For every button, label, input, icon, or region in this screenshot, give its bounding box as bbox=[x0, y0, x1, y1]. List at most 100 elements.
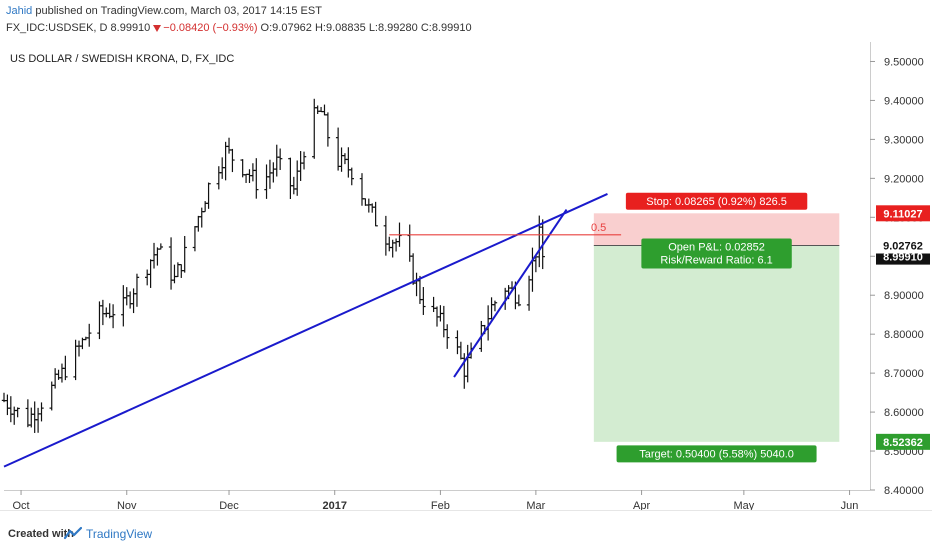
ohlc-bar bbox=[134, 273, 140, 307]
ohlc-bar bbox=[39, 402, 44, 422]
ohlc-bar bbox=[100, 299, 106, 326]
ohlc-bar bbox=[12, 406, 17, 425]
symbol-label: FX_IDC:USDSEK, D bbox=[6, 22, 108, 34]
ohlc-bar bbox=[151, 242, 157, 269]
entry-price-tag-text: 9.02762 bbox=[883, 241, 923, 253]
ohlc-bar bbox=[465, 344, 470, 383]
ohlc-bar bbox=[264, 164, 269, 199]
y-tick-label: 9.30000 bbox=[884, 134, 924, 146]
ohlc-bar bbox=[216, 166, 221, 190]
pnl-label-text: Risk/Reward Ratio: 6.1 bbox=[660, 255, 773, 267]
ohlc-bar bbox=[243, 173, 249, 183]
y-tick-label: 8.70000 bbox=[884, 368, 924, 380]
publish-info: Jahid published on TradingView.com, Marc… bbox=[6, 5, 322, 17]
ohlc-bar bbox=[206, 182, 211, 209]
x-tick-label: Dec bbox=[219, 500, 239, 510]
ohlc-bar bbox=[155, 247, 160, 266]
ohlc-bar bbox=[489, 297, 494, 320]
ohlc-bar bbox=[223, 141, 228, 181]
x-tick-label: Apr bbox=[633, 500, 650, 510]
y-tick-label: 9.20000 bbox=[884, 173, 924, 185]
ohlc-close: C:8.99910 bbox=[420, 22, 472, 34]
ohlc-bar bbox=[172, 264, 177, 284]
ohlc-bar bbox=[339, 147, 344, 172]
ohlc-bar bbox=[121, 285, 126, 327]
tradingview-brand[interactable]: TradingView bbox=[86, 527, 153, 541]
ohlc-bar bbox=[441, 305, 447, 338]
y-tick-label: 9.40000 bbox=[884, 95, 924, 107]
ohlc-bar bbox=[526, 275, 532, 311]
last-price: 8.99910 bbox=[110, 22, 151, 34]
target-label: Target: 0.50400 (5.58%) 5040.0 bbox=[616, 445, 817, 463]
ohlc-bar bbox=[366, 198, 372, 213]
ohlc-high: H:9.08835 bbox=[314, 22, 366, 34]
ohlc-bar bbox=[359, 173, 365, 206]
ohlc-bar bbox=[104, 307, 109, 318]
ohlc-bar bbox=[97, 301, 102, 340]
ohlc-bar bbox=[322, 104, 327, 116]
ohlc-bar bbox=[230, 148, 235, 173]
target-label-bg bbox=[616, 445, 817, 463]
ohlc-bar bbox=[291, 176, 297, 195]
ohlc-bar bbox=[346, 147, 351, 178]
ohlc-bar bbox=[393, 238, 399, 252]
stop-label-bg bbox=[625, 192, 808, 210]
y-tick-label: 8.90000 bbox=[884, 290, 924, 302]
ohlc-bar bbox=[277, 148, 283, 170]
ohlc-bar bbox=[25, 399, 31, 428]
ohlc-bar bbox=[455, 330, 460, 355]
ohlc-bar bbox=[250, 163, 256, 182]
ohlc-bar bbox=[414, 272, 419, 297]
chart-header: Jahid published on TradingView.com, Marc… bbox=[0, 0, 932, 40]
x-tick-label: May bbox=[733, 500, 754, 510]
y-tick-label: 8.80000 bbox=[884, 329, 924, 341]
ohlc-bar bbox=[29, 407, 34, 428]
entry-price-tag-bg bbox=[876, 237, 930, 254]
ohlc-bar bbox=[373, 201, 378, 227]
ohlc-low: L:8.99280 bbox=[368, 22, 418, 34]
ohlc-bar bbox=[226, 137, 232, 154]
ohlc-bar bbox=[315, 105, 320, 115]
down-arrow-icon bbox=[153, 24, 162, 32]
created-with-text: Created with bbox=[8, 528, 75, 540]
last-price-tag-text: 8.99910 bbox=[883, 252, 923, 264]
y-tick-label: 9.50000 bbox=[884, 56, 924, 68]
ohlc-bar bbox=[492, 300, 498, 312]
ohlc-bar bbox=[370, 203, 375, 213]
ohlc-bar bbox=[349, 167, 354, 186]
ohlc-bar bbox=[158, 243, 164, 250]
ohlc-bar bbox=[196, 215, 201, 232]
x-tick-label: Jun bbox=[841, 500, 859, 510]
ohlc-bar bbox=[335, 127, 341, 171]
y-tick-label: 8.40000 bbox=[884, 485, 924, 497]
y-tick-label: 8.60000 bbox=[884, 407, 924, 419]
ohlc-bar bbox=[32, 401, 37, 433]
ohlc-bar bbox=[325, 112, 331, 147]
ohlc-bar bbox=[63, 355, 68, 381]
stop-label-text: Stop: 0.08265 (0.92%) 826.5 bbox=[646, 196, 787, 208]
chart-title: US DOLLAR / SWEDISH KRONA, D, FX_IDC bbox=[10, 53, 235, 65]
ohlc-bar bbox=[35, 407, 41, 433]
price-chart[interactable]: 0.5 9.500009.400009.300009.200009.100009… bbox=[0, 40, 932, 510]
ohlc-bar bbox=[274, 144, 279, 177]
ohlc-bar bbox=[8, 396, 14, 423]
ohlc-bar bbox=[87, 323, 92, 347]
ohlc-bar bbox=[254, 158, 259, 199]
ohlc-bar bbox=[168, 237, 174, 290]
stop-price-tag-bg bbox=[876, 205, 930, 222]
tradingview-logo-icon bbox=[64, 526, 82, 540]
x-tick-label: 2017 bbox=[322, 500, 346, 510]
ohlc-bar bbox=[342, 153, 348, 165]
trendline-1 bbox=[3, 193, 608, 468]
x-tick-label: Mar bbox=[526, 500, 545, 510]
entry-price-tag: 9.02762 bbox=[876, 237, 930, 254]
ohlc-bar bbox=[127, 291, 133, 309]
level-line-label: 0.5 bbox=[591, 222, 606, 234]
ohlc-bar bbox=[52, 368, 58, 389]
ohlc-bar bbox=[110, 304, 116, 329]
ohlc-bar bbox=[421, 287, 426, 315]
ohlc-bar bbox=[271, 162, 276, 183]
author-link[interactable]: Jahid bbox=[6, 5, 33, 17]
ohlc-bar bbox=[458, 341, 464, 360]
ohlc-bar bbox=[383, 215, 389, 256]
